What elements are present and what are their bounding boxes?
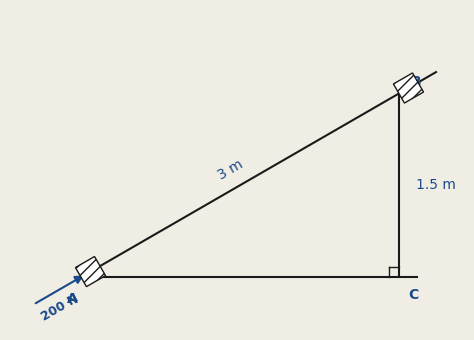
Bar: [75, 257, 106, 287]
Bar: [393, 73, 423, 103]
Text: 3 m: 3 m: [216, 157, 246, 182]
Text: 200 N: 200 N: [39, 291, 81, 323]
Text: C: C: [409, 288, 419, 302]
Text: A: A: [67, 292, 78, 306]
Text: B: B: [411, 74, 422, 89]
Text: 1.5 m: 1.5 m: [416, 178, 456, 192]
